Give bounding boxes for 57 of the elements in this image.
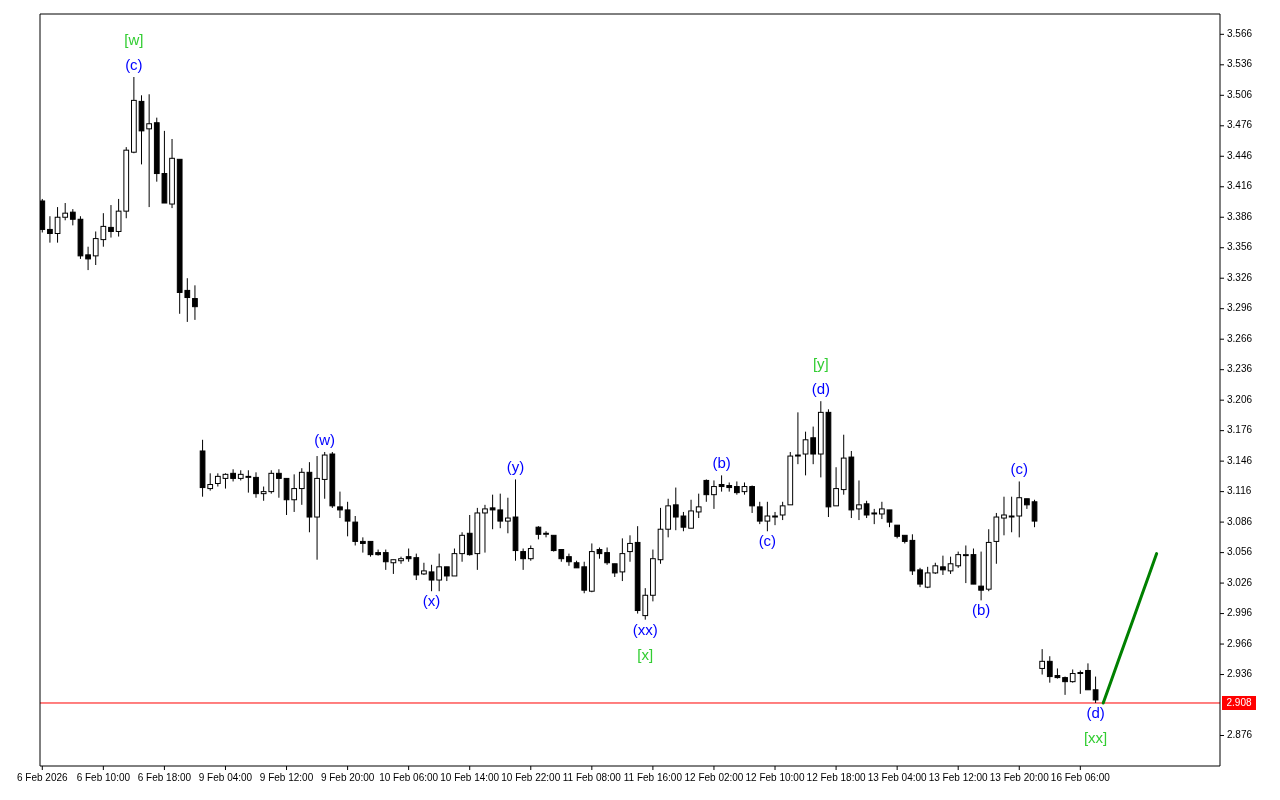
x-tick-label: 13 Feb 12:00	[928, 772, 989, 783]
y-tick-label: 3.026	[1227, 576, 1253, 588]
x-tick-label: 6 Feb 18:00	[137, 772, 192, 783]
y-tick-label: 3.116	[1227, 485, 1252, 497]
y-tick-label: 3.566	[1227, 27, 1253, 39]
x-tick-label: 6 Feb 10:00	[76, 772, 131, 783]
x-tick-label: 11 Feb 16:00	[623, 772, 683, 783]
x-tick-label: 6 Feb 2026	[16, 772, 69, 783]
y-tick-label: 3.386	[1227, 210, 1253, 222]
y-tick-label: 2.936	[1227, 668, 1253, 680]
x-tick-label: 12 Feb 10:00	[745, 772, 805, 783]
annotation: (x)	[422, 592, 441, 610]
y-tick-label: 2.966	[1227, 637, 1253, 649]
y-tick-label: 3.146	[1227, 454, 1253, 466]
y-tick-label: 3.476	[1227, 119, 1253, 131]
y-tick-label: 3.296	[1227, 302, 1253, 314]
annotation: (w)	[314, 430, 336, 448]
annotation: (c)	[1010, 460, 1029, 478]
annotation: (y)	[506, 458, 525, 476]
x-tick-label: 13 Feb 20:00	[989, 772, 1050, 783]
y-tick-label: 3.206	[1227, 393, 1253, 405]
y-tick-label: 3.236	[1227, 363, 1253, 375]
x-tick-label: 13 Feb 04:00	[867, 772, 928, 783]
y-tick-label: 3.266	[1227, 332, 1253, 344]
y-tick-label: 3.536	[1227, 58, 1253, 70]
y-tick-label: 3.086	[1227, 515, 1253, 527]
x-tick-label: 9 Feb 04:00	[198, 772, 253, 783]
annotation: (d)	[811, 380, 830, 398]
x-tick-label: 10 Feb 06:00	[379, 772, 439, 783]
y-tick-label: 3.446	[1227, 149, 1253, 161]
x-tick-label: 10 Feb 14:00	[440, 772, 500, 783]
annotation: [w]	[124, 30, 144, 48]
y-tick-label: 3.326	[1227, 271, 1253, 283]
ref-line-label: 2.908	[1226, 696, 1252, 708]
annotation: (b)	[971, 601, 991, 619]
x-tick-label: 12 Feb 02:00	[684, 772, 744, 783]
annotation: (d)	[1086, 703, 1105, 721]
y-tick-label: 3.056	[1227, 546, 1253, 558]
annotation: (b)	[712, 454, 731, 472]
y-tick-label: 3.416	[1227, 180, 1253, 192]
x-tick-label: 11 Feb 08:00	[562, 772, 622, 783]
y-tick-label: 2.876	[1227, 729, 1253, 741]
annotation: [x]	[637, 645, 654, 663]
y-tick-label: 3.176	[1227, 424, 1253, 436]
y-tick-label: 2.996	[1227, 607, 1253, 619]
x-tick-label: 9 Feb 20:00	[320, 772, 375, 783]
y-tick-label: 3.506	[1227, 88, 1253, 100]
x-tick-label: 10 Feb 22:00	[501, 772, 561, 783]
annotation: [xx]	[1083, 728, 1108, 746]
annotation: (xx)	[632, 620, 658, 638]
x-tick-label: 9 Feb 12:00	[259, 772, 314, 783]
x-tick-label: 16 Feb 06:00	[1050, 772, 1111, 783]
y-tick-label: 3.356	[1227, 241, 1253, 253]
annotation: (c)	[125, 55, 143, 73]
x-tick-label: 12 Feb 18:00	[806, 772, 866, 783]
annotation: [y]	[812, 355, 829, 373]
annotation: (c)	[758, 532, 777, 550]
